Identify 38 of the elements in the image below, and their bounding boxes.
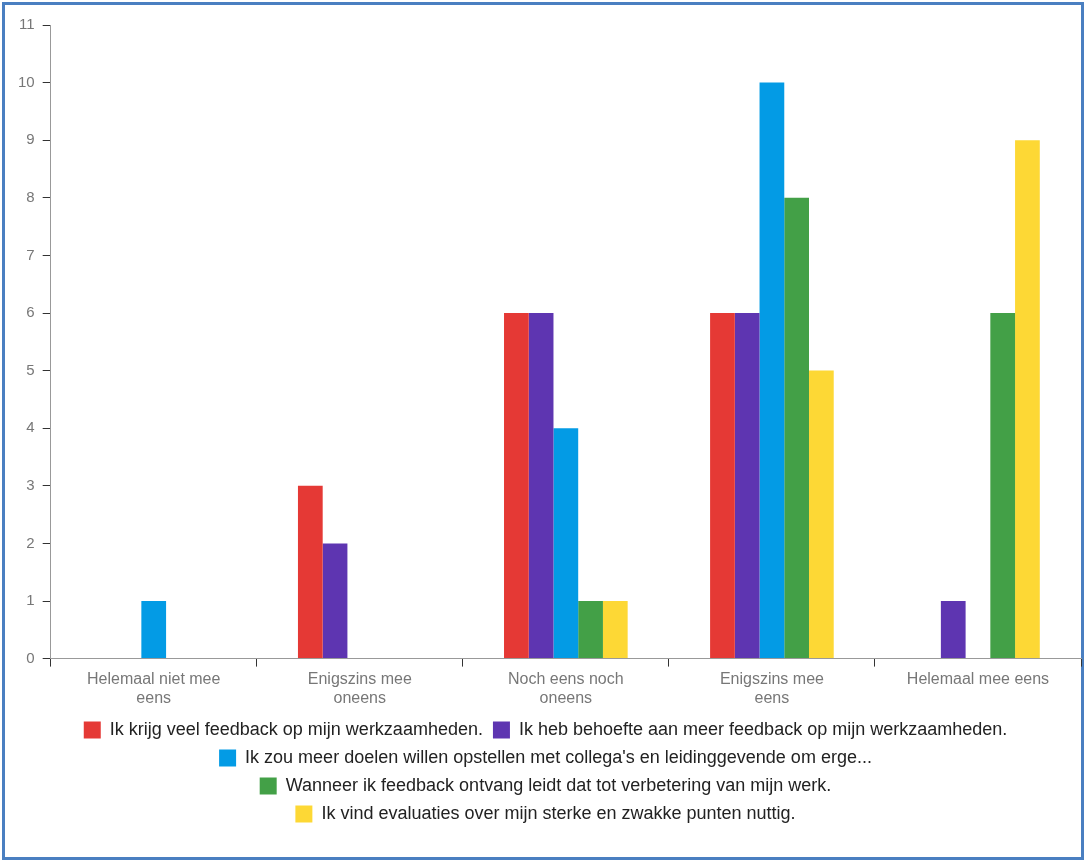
legend-label: Ik zou meer doelen willen opstellen met collega's en leidinggevende om erge... [245,746,872,767]
y-tick-label: 6 [26,303,35,321]
y-tick-label: 7 [26,245,35,263]
y-tick-label: 5 [26,360,35,378]
bar [710,313,735,659]
x-tick-label: Helemaal niet mee eens [87,669,221,706]
legend-label: Ik krijg veel feedback op mijn werkzaamheden. [109,718,483,739]
bar [759,82,785,659]
legend-label: Ik heb behoefte aan meer feedback op mijn werkzaamheden. [518,718,1008,739]
bar [809,370,834,659]
bar [297,485,323,659]
bar [141,601,167,659]
x-tick-label: Noch eens noch oneens [508,669,624,706]
y-tick-label: 4 [26,418,35,436]
bar [734,313,760,659]
y-tick-label: 2 [26,533,35,551]
x-tick-label: Enigszins mee oneens [307,669,412,706]
bar [528,313,554,659]
bar [578,601,603,659]
y-tick-label: 11 [19,15,35,33]
bar [784,197,809,659]
y-tick-label: 9 [26,130,35,148]
bar [322,543,348,659]
x-tick-label: Helemaal mee eens [906,669,1050,687]
x-tick-label: Enigszins mee eens [719,669,825,706]
y-tick-label: 1 [26,591,35,609]
bar [602,601,628,659]
bar [940,601,966,659]
legend-label: Ik vind evaluaties over mijn sterke en zwakke punten nuttig. [321,802,796,823]
bar [504,313,529,659]
legend-label: Wanneer ik feedback ontvang leidt dat tot verbetering van mijn werk. [285,774,832,795]
y-tick-label: 8 [26,187,35,205]
bar [990,313,1016,659]
y-tick-label: 3 [26,475,35,493]
y-tick-label: 10 [18,72,35,90]
bar [553,428,579,659]
bar [1015,140,1040,659]
y-tick-label: 0 [26,648,35,666]
